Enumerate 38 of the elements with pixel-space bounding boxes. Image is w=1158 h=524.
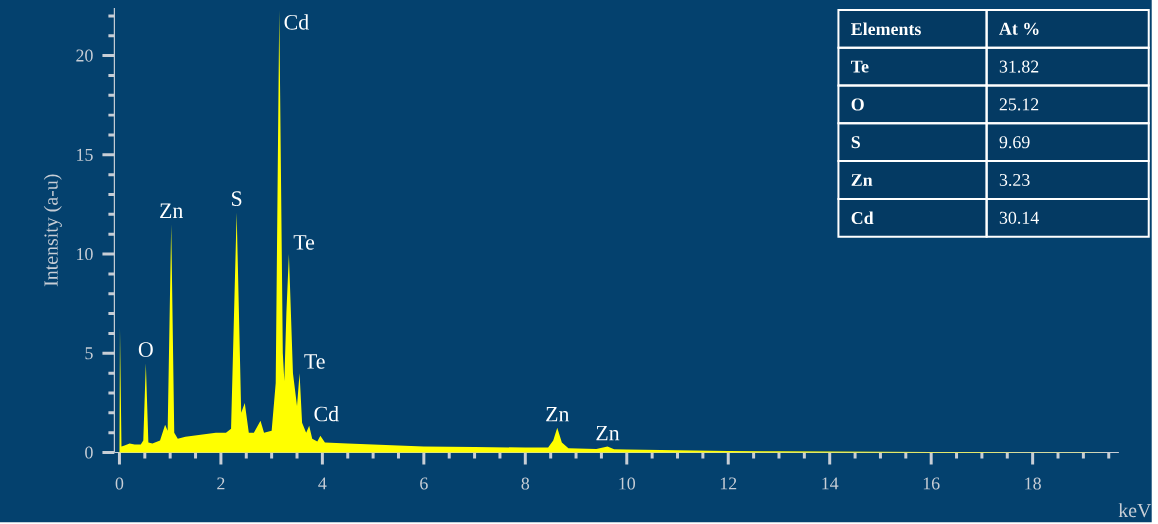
x-tick-label: 10 (619, 477, 636, 490)
annotation: 31.82 (999, 60, 1039, 73)
x-tick-label: 12 (720, 477, 737, 490)
annotation: At % (999, 22, 1039, 35)
x-tick-label: 2 (217, 477, 225, 490)
annotation: S (851, 136, 860, 149)
annotation: Zn (851, 174, 873, 186)
x-tick-label: 6 (420, 477, 428, 490)
y-tick-label: 10 (77, 248, 93, 261)
annotation: Zn (596, 425, 620, 441)
annotation: Cd (851, 211, 874, 225)
x-tick-label: 4 (318, 477, 327, 490)
annotation: Elements (851, 22, 921, 36)
annotation: S (232, 191, 242, 207)
annotation: O (138, 342, 153, 357)
annotation: Te (851, 60, 869, 73)
y-tick-label: 0 (85, 446, 93, 459)
annotation: Zn (546, 407, 570, 422)
y-axis-title: Intensity (a-u) (43, 174, 62, 287)
y-tick-label: 15 (77, 148, 93, 161)
x-axis-title: keV (1118, 503, 1152, 518)
annotation: 25.12 (999, 98, 1039, 111)
x-tick-label: 16 (923, 477, 940, 490)
annotation: Cd (284, 14, 309, 30)
annotation: 9.69 (999, 136, 1030, 149)
annotation: Te (293, 235, 315, 250)
x-tick-label: 8 (521, 477, 530, 490)
annotation: Cd (314, 406, 339, 422)
y-tick-label: 5 (85, 347, 93, 360)
x-tick-label: 0 (115, 477, 124, 490)
annotation: Zn (160, 203, 184, 218)
x-tick-label: 14 (822, 477, 839, 490)
y-tick-label: 20 (76, 49, 93, 62)
annotation: 30.14 (999, 211, 1039, 224)
x-tick-label: 18 (1025, 477, 1041, 490)
annotation: O (851, 98, 864, 111)
annotation: Te (304, 354, 325, 369)
annotation: 3.23 (999, 173, 1030, 187)
